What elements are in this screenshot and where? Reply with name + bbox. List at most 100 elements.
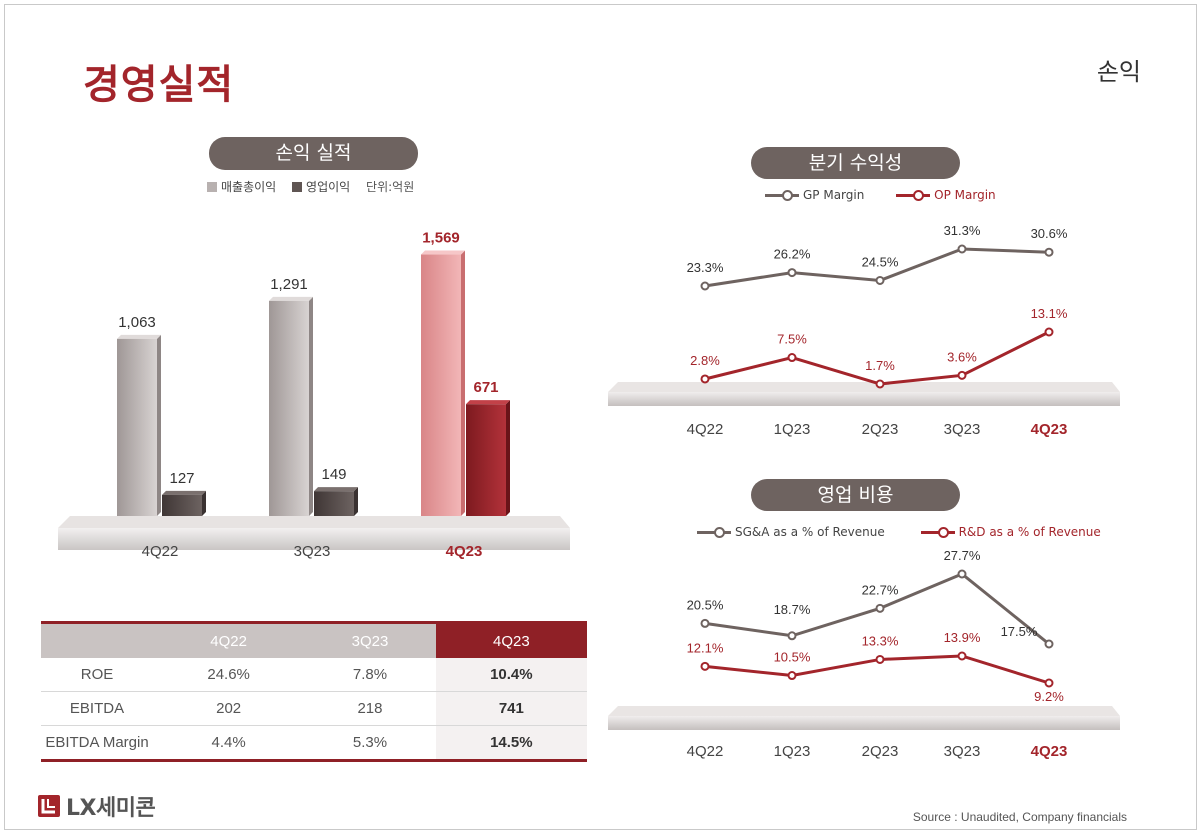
data-point: [787, 353, 797, 363]
legend-label-op-profit: 영업이익: [306, 180, 351, 194]
x-tick-label: 1Q23: [774, 743, 811, 760]
data-label: 10.5%: [774, 650, 811, 665]
data-label: 12.1%: [687, 640, 724, 655]
data-label: 13.9%: [944, 630, 981, 645]
legend-line-gp-margin: [765, 189, 799, 201]
data-label: 3.6%: [947, 349, 977, 364]
table-row: EBITDA Margin 4.4% 5.3% 14.5%: [41, 725, 587, 762]
data-point: [787, 268, 797, 278]
data-point: [875, 603, 885, 613]
row-label: EBITDA Margin: [41, 725, 153, 762]
bar-top-4q22-s0: [117, 334, 161, 339]
data-point: [1044, 247, 1054, 257]
chart-floor-top: [58, 516, 570, 528]
brand-logo: LX세미콘: [38, 790, 156, 822]
data-label: 7.5%: [777, 332, 807, 347]
table-cell-highlight: 14.5%: [435, 725, 587, 762]
brand-logo-text: LX세미콘: [66, 796, 156, 821]
bar-4q23-gross-profit: [421, 254, 461, 517]
profitability-chart-title: 분기 수익성: [751, 147, 960, 179]
source-note: Source : Unaudited, Company financials: [912, 810, 1127, 824]
bar-chart: 1,063 127 4Q22 1,291 149 3Q23 1,569 671 4Q23: [58, 230, 570, 560]
bar-side-4q22-s1: [202, 490, 206, 516]
x-tick-label: 1Q23: [774, 421, 811, 438]
bar-data-label: 1,063: [118, 314, 156, 331]
kpi-header-4q22: 4Q22: [153, 622, 305, 658]
bar-top-4q23-s0: [421, 250, 465, 255]
data-label: 18.7%: [774, 602, 811, 617]
x-tick-label: 4Q22: [687, 421, 724, 438]
data-point: [700, 618, 710, 628]
x-tick-label: 2Q23: [862, 743, 899, 760]
bar-data-label: 671: [473, 379, 498, 396]
table-cell: 4.4%: [153, 725, 305, 762]
data-point: [787, 671, 797, 681]
bar-4q22-gross-profit: [117, 338, 157, 516]
opex-legend: SG&A as a % of Revenue R&D as a % of Rev…: [697, 525, 1113, 539]
x-tick-label: 3Q23: [944, 421, 981, 438]
x-tick-label: 3Q23: [294, 543, 331, 560]
x-tick-label: 4Q22: [142, 543, 179, 560]
data-point: [1044, 639, 1054, 649]
opex-chart: 20.5% 18.7% 22.7% 27.7% 17.5% 12.1% 10.5% 13.3%…: [608, 548, 1120, 760]
slide-frame: [4, 4, 1197, 830]
data-point: [875, 275, 885, 285]
chart-floor: [58, 528, 570, 550]
data-point: [787, 631, 797, 641]
profitability-legend: GP Margin OP Margin: [765, 188, 1008, 202]
row-label: EBITDA: [41, 691, 153, 726]
bar-chart-title: 손익 실적: [209, 137, 418, 170]
legend-label-op-margin: OP Margin: [934, 188, 996, 202]
table-cell: 5.3%: [304, 725, 436, 762]
page-title: 경영실적: [83, 62, 235, 108]
table-cell-highlight: 741: [435, 691, 587, 726]
bar-top-4q23-s1: [466, 400, 510, 405]
kpi-header-4q23: 4Q23: [435, 622, 587, 658]
data-point: [1044, 678, 1054, 688]
kpi-header-corner: [41, 622, 153, 658]
data-point: [700, 661, 710, 671]
bar-chart-legend: 매출총이익 영업이익 단위:억원: [207, 178, 414, 195]
data-label: 1.7%: [865, 358, 895, 373]
bar-data-label: 1,569: [422, 230, 460, 247]
x-tick-label: 4Q22: [687, 743, 724, 760]
chart-floor-top: [608, 382, 1120, 392]
row-label: ROE: [41, 658, 153, 692]
x-tick-label: 2Q23: [862, 421, 899, 438]
bar-4q23-op-profit: [466, 404, 506, 516]
data-label: 17.5%: [1001, 624, 1038, 639]
data-label: 27.7%: [944, 548, 981, 563]
data-label: 13.3%: [862, 633, 899, 648]
data-label: 20.5%: [687, 597, 724, 612]
bar-3q23-gross-profit: [269, 300, 309, 516]
x-tick-label: 3Q23: [944, 743, 981, 760]
kpi-header-row: 4Q22 3Q23 4Q23: [41, 622, 587, 658]
legend-swatch-gross-profit: [207, 182, 217, 192]
legend-label-sga: SG&A as a % of Revenue: [735, 525, 885, 539]
table-cell: 218: [304, 691, 436, 726]
data-point: [875, 654, 885, 664]
data-point: [957, 370, 967, 380]
bar-side-3q23-s0: [309, 296, 313, 516]
table-cell: 24.6%: [153, 658, 305, 692]
bar-data-label: 1,291: [270, 276, 308, 293]
data-label: 31.3%: [944, 223, 981, 238]
table-row: EBITDA 202 218 741: [41, 691, 587, 726]
data-label: 22.7%: [862, 582, 899, 597]
legend-label-gp-margin: GP Margin: [803, 188, 865, 202]
data-point: [700, 374, 710, 384]
bar-4q22-op-profit: [162, 494, 202, 516]
chart-floor: [608, 392, 1120, 406]
data-point: [700, 281, 710, 291]
lx-logo-icon: [38, 795, 60, 817]
legend-line-sga: [697, 526, 731, 538]
bar-top-3q23-s1: [314, 487, 358, 492]
data-label: 23.3%: [687, 260, 724, 275]
legend-swatch-op-profit: [292, 182, 303, 192]
chart-floor: [608, 716, 1120, 730]
legend-label-rnd: R&D as a % of Revenue: [958, 525, 1101, 539]
data-label: 24.5%: [862, 254, 899, 269]
data-label: 13.1%: [1031, 306, 1068, 321]
x-tick-label: 4Q23: [1031, 743, 1068, 760]
bar-data-label: 149: [321, 466, 346, 483]
